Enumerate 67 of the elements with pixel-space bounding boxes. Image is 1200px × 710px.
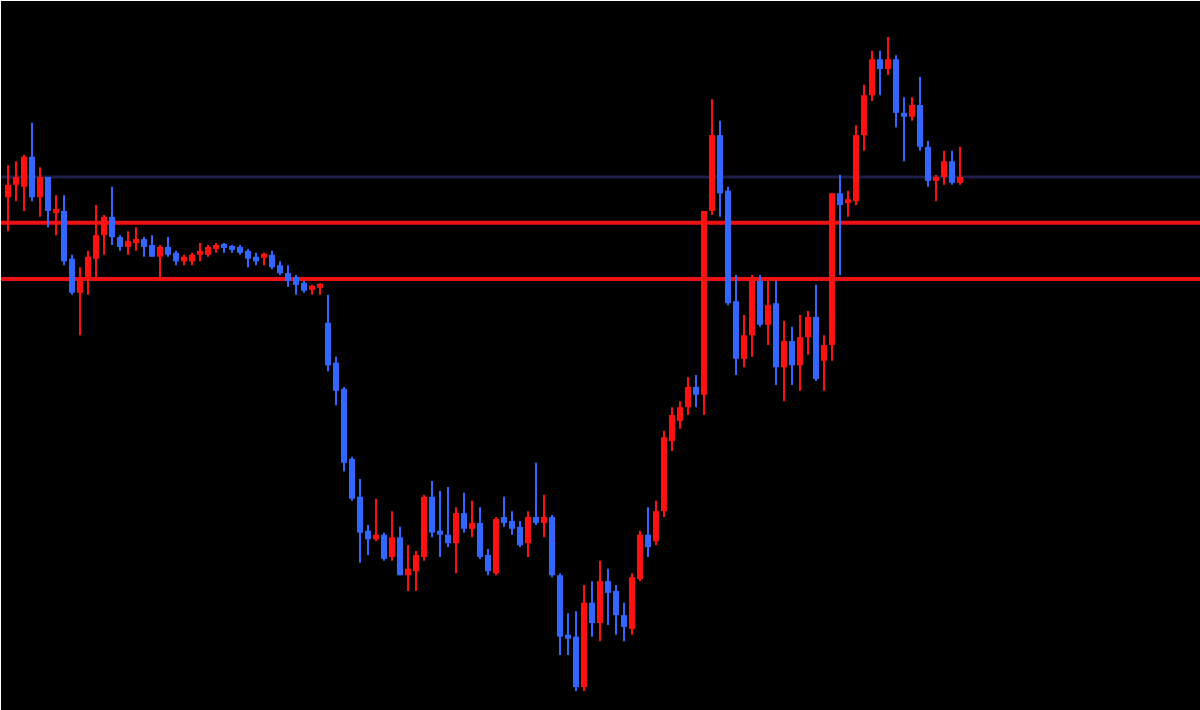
candlestick <box>757 274 763 328</box>
candlestick <box>133 226 139 252</box>
candlestick <box>941 149 947 186</box>
candlestick <box>437 489 443 558</box>
candlestick <box>197 242 203 263</box>
candlestick <box>469 499 475 539</box>
candlestick <box>789 325 795 386</box>
candlestick <box>517 519 523 549</box>
candlestick <box>165 236 171 258</box>
candlestick <box>405 544 411 592</box>
candlestick <box>805 310 811 356</box>
candlestick <box>621 601 627 643</box>
candlestick <box>37 166 43 218</box>
candlestick <box>501 495 507 528</box>
candlestick <box>453 506 459 575</box>
candlestick <box>781 319 787 403</box>
candlestick <box>53 194 59 237</box>
candlestick <box>149 234 155 258</box>
candlestick <box>933 173 939 203</box>
candlestick <box>917 75 923 152</box>
candlestick <box>957 145 963 186</box>
candlestick <box>389 510 395 562</box>
candlestick <box>21 153 27 212</box>
candlestick <box>877 49 883 97</box>
candlestick <box>861 83 867 152</box>
candlestick <box>461 491 467 534</box>
candlestick <box>93 204 99 282</box>
candlestick <box>765 279 771 347</box>
candlestick <box>821 334 827 392</box>
candlestick <box>837 173 843 277</box>
candlestick <box>597 559 603 643</box>
candlestick <box>541 493 547 539</box>
candlestick <box>109 185 115 246</box>
candlestick <box>901 96 907 163</box>
candlestick <box>141 236 147 258</box>
candlestick <box>445 485 451 549</box>
candlestick <box>157 243 163 282</box>
candlestick <box>397 525 403 577</box>
candlestick <box>685 376 691 417</box>
candlestick <box>381 531 387 562</box>
candlestick <box>533 461 539 526</box>
candlestick <box>77 266 83 337</box>
candlestick <box>525 510 531 558</box>
candlestick <box>429 480 435 539</box>
candlestick <box>589 580 595 638</box>
candlestick <box>285 264 291 288</box>
candlestick <box>613 584 619 636</box>
candlestick <box>885 36 891 76</box>
candlestick <box>925 139 931 188</box>
candlestick <box>45 175 51 229</box>
candlestick <box>949 149 955 186</box>
candlestick <box>693 374 699 409</box>
candlestick <box>645 506 651 558</box>
candlestick <box>741 313 747 369</box>
candlestick <box>13 160 19 203</box>
candlestick <box>909 96 915 122</box>
candlestick <box>653 499 659 547</box>
candlestick <box>797 313 803 392</box>
candlestick <box>5 164 11 233</box>
candlestick <box>245 247 251 269</box>
candlestick <box>29 121 35 203</box>
candlestick <box>269 249 275 271</box>
candlestick <box>869 49 875 103</box>
candlestick <box>125 230 131 256</box>
candlestick <box>101 213 107 256</box>
candlestick <box>605 567 611 626</box>
candlestick <box>293 274 299 296</box>
